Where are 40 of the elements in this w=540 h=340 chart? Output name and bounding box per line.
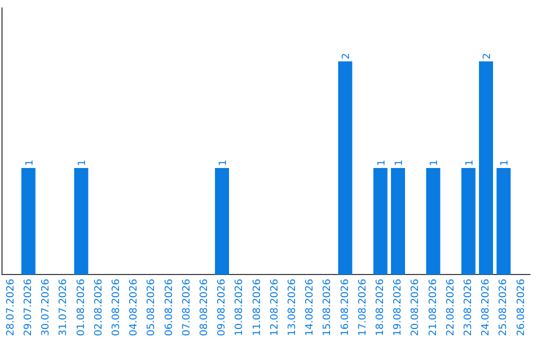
data-label: 1 — [77, 160, 88, 166]
x-tick-label: 24.08.2026 — [480, 278, 492, 336]
x-tick-label: 21.08.2026 — [428, 278, 439, 336]
x-tick-label: 16.08.2026 — [340, 278, 351, 336]
x-tick-label: 04.08.2026 — [128, 278, 140, 336]
x-tick-label: 28.07.2026 — [5, 278, 16, 336]
x-tick-label: 15.08.2026 — [322, 278, 334, 336]
data-label: 1 — [394, 160, 405, 166]
x-tick-label: 12.08.2026 — [269, 278, 280, 336]
data-label: 1 — [464, 160, 476, 166]
x-tick-label: 05.08.2026 — [146, 278, 158, 336]
data-label: 2 — [341, 52, 352, 60]
x-tick-label: 20.08.2026 — [410, 278, 422, 336]
x-tick-label: 17.08.2026 — [357, 278, 368, 336]
x-tick-label: 11.08.2026 — [252, 278, 263, 336]
x-tick-label: 14.08.2026 — [304, 278, 316, 336]
data-label: 1 — [376, 160, 388, 166]
data-label: 1 — [218, 160, 229, 166]
data-label: 2 — [482, 52, 493, 60]
x-tick-label: 06.08.2026 — [164, 278, 175, 336]
data-label: 1 — [429, 160, 440, 166]
x-tick-label: 26.08.2026 — [516, 278, 527, 336]
data-label: 1 — [500, 160, 511, 166]
x-tick-label: 18.08.2026 — [374, 278, 386, 336]
data-label: 1 — [24, 160, 36, 166]
x-tick-label: 29.07.2026 — [22, 278, 34, 336]
x-tick-label: 19.08.2026 — [392, 278, 404, 336]
x-tick-label: 22.08.2026 — [445, 278, 456, 336]
x-tick-label: 13.08.2026 — [286, 278, 298, 336]
x-tick-label: 10.08.2026 — [234, 278, 246, 336]
x-tick-label: 25.08.2026 — [498, 278, 510, 336]
x-tick-label: 03.08.2026 — [110, 278, 122, 336]
x-tick-label: 07.08.2026 — [181, 278, 192, 336]
x-tick-label: 30.07.2026 — [40, 278, 52, 336]
x-tick-label: 09.08.2026 — [216, 278, 228, 336]
x-tick-label: 08.08.2026 — [198, 278, 210, 336]
x-tick-label: 31.07.2026 — [58, 278, 70, 336]
x-tick-label: 23.08.2026 — [462, 278, 474, 336]
x-tick-label: 01.08.2026 — [76, 278, 87, 336]
x-tick-label: 02.08.2026 — [93, 278, 104, 336]
